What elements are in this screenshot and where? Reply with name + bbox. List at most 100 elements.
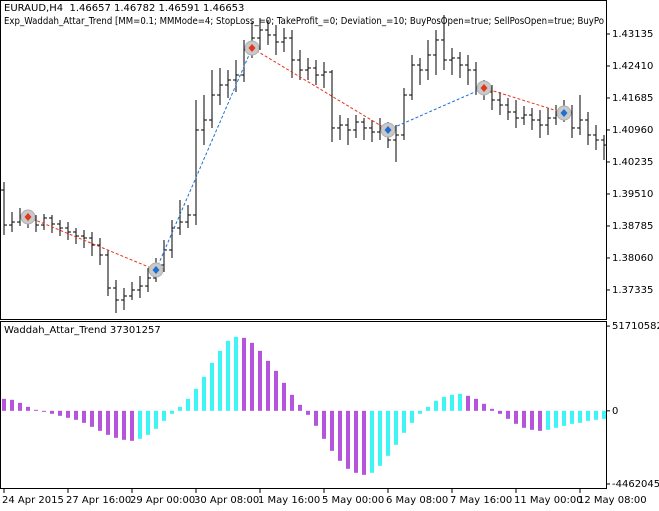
histogram-bar <box>474 398 478 411</box>
histogram-bar <box>346 410 350 469</box>
trade-marker <box>24 212 32 221</box>
histogram-bar <box>218 350 222 411</box>
trade-marker <box>384 126 392 135</box>
histogram-bar <box>362 410 366 475</box>
histogram-bar <box>378 410 382 466</box>
histogram-bar <box>178 406 182 411</box>
histogram-bar <box>554 410 558 428</box>
histogram-bar <box>402 410 406 433</box>
histogram-bar <box>538 410 542 431</box>
histogram-bar <box>466 395 470 411</box>
histogram-bar <box>42 410 46 412</box>
histogram-bar <box>386 410 390 456</box>
expert-label: Exp_Waddah_Attar_Trend [MM=0.1; MMMode=4… <box>4 16 604 27</box>
x-tick-label: 1 May 16:00 <box>258 495 320 506</box>
y-tick-label: 1.38785 <box>612 221 653 232</box>
histogram-bar <box>418 410 422 414</box>
histogram-bar <box>370 410 374 473</box>
histogram-bar <box>202 376 206 411</box>
histogram-bar <box>162 410 166 421</box>
indicator-title: Waddah_Attar_Trend 37301257 <box>4 325 161 336</box>
histogram-bar <box>50 410 54 414</box>
y-tick-label: 1.40960 <box>612 125 653 136</box>
histogram-bar <box>194 388 198 411</box>
histogram-bar <box>602 410 606 419</box>
trade-link <box>251 47 389 131</box>
y-tick-label: -446204515 <box>612 479 659 490</box>
histogram-bar <box>570 410 574 424</box>
indicator-panel-frame <box>0 321 607 489</box>
histogram-bar <box>58 410 62 416</box>
trade-marker <box>152 265 160 274</box>
y-tick-label: 1.39510 <box>612 189 653 200</box>
histogram-bar <box>314 410 318 426</box>
histogram-bar <box>130 410 134 441</box>
histogram-bar <box>90 410 94 427</box>
histogram-bar <box>114 410 118 438</box>
y-tick-label: 1.43135 <box>612 29 653 40</box>
histogram-bar <box>82 410 86 423</box>
trade-marker <box>480 83 488 92</box>
histogram-bar <box>546 410 550 430</box>
trade-link <box>483 87 565 114</box>
histogram-bar <box>66 410 70 418</box>
x-tick-label: 12 May 08:00 <box>578 495 647 506</box>
price-panel-frame <box>0 0 607 320</box>
histogram-bar <box>450 394 454 411</box>
trade-marker <box>560 109 568 118</box>
histogram-bar <box>306 410 310 415</box>
histogram-bar <box>586 410 590 421</box>
y-tick-label: 1.42410 <box>612 61 653 72</box>
histogram-bar <box>578 410 582 423</box>
x-tick-label: 7 May 16:00 <box>450 495 512 506</box>
x-tick-label: 27 Apr 16:00 <box>66 495 131 506</box>
histogram-bar <box>138 410 142 439</box>
trade-link <box>155 47 253 271</box>
y-tick-label: 517105826 <box>612 321 659 332</box>
histogram-bar <box>26 406 30 411</box>
histogram-bar <box>274 370 278 411</box>
histogram-bar <box>18 402 22 411</box>
trade-marker <box>248 44 256 53</box>
histogram-bar <box>506 410 510 419</box>
y-tick-label: 0 <box>612 406 618 417</box>
histogram-bar <box>146 410 150 435</box>
histogram-bar <box>74 410 78 420</box>
chart-title: EURAUD,H4 1.46657 1.46782 1.46591 1.4665… <box>4 3 244 14</box>
histogram-bar <box>106 410 110 435</box>
histogram-bar <box>290 394 294 411</box>
x-tick-label: 30 Apr 08:00 <box>194 495 259 506</box>
histogram-bar <box>98 410 102 431</box>
histogram-bar <box>594 410 598 420</box>
histogram-bar <box>210 362 214 411</box>
x-tick-label: 6 May 08:00 <box>386 495 448 506</box>
histogram-bar <box>186 398 190 411</box>
histogram-bar <box>226 340 230 411</box>
y-tick-label: 1.38060 <box>612 253 653 264</box>
x-tick-label: 11 May 00:00 <box>514 495 583 506</box>
trade-link <box>27 216 157 271</box>
histogram-bar <box>426 406 430 411</box>
histogram-bar <box>522 410 526 428</box>
histogram-bar <box>354 410 358 473</box>
histogram-bar <box>490 408 494 411</box>
histogram-bar <box>10 399 14 411</box>
histogram-bar <box>154 410 158 429</box>
histogram-bar <box>170 410 174 414</box>
histogram-bar <box>282 382 286 411</box>
histogram-bar <box>498 410 502 414</box>
trade-link <box>387 87 485 131</box>
histogram-bar <box>458 393 462 411</box>
histogram-bar <box>482 403 486 411</box>
histogram-bar <box>434 400 438 411</box>
histogram-bar <box>330 410 334 451</box>
histogram-bar <box>322 410 326 439</box>
histogram-bar <box>258 350 262 411</box>
y-tick-label: 1.40235 <box>612 157 653 168</box>
histogram-bar <box>234 336 238 411</box>
y-tick-label: 1.41685 <box>612 93 653 104</box>
x-tick-label: 29 Apr 00:00 <box>130 495 195 506</box>
